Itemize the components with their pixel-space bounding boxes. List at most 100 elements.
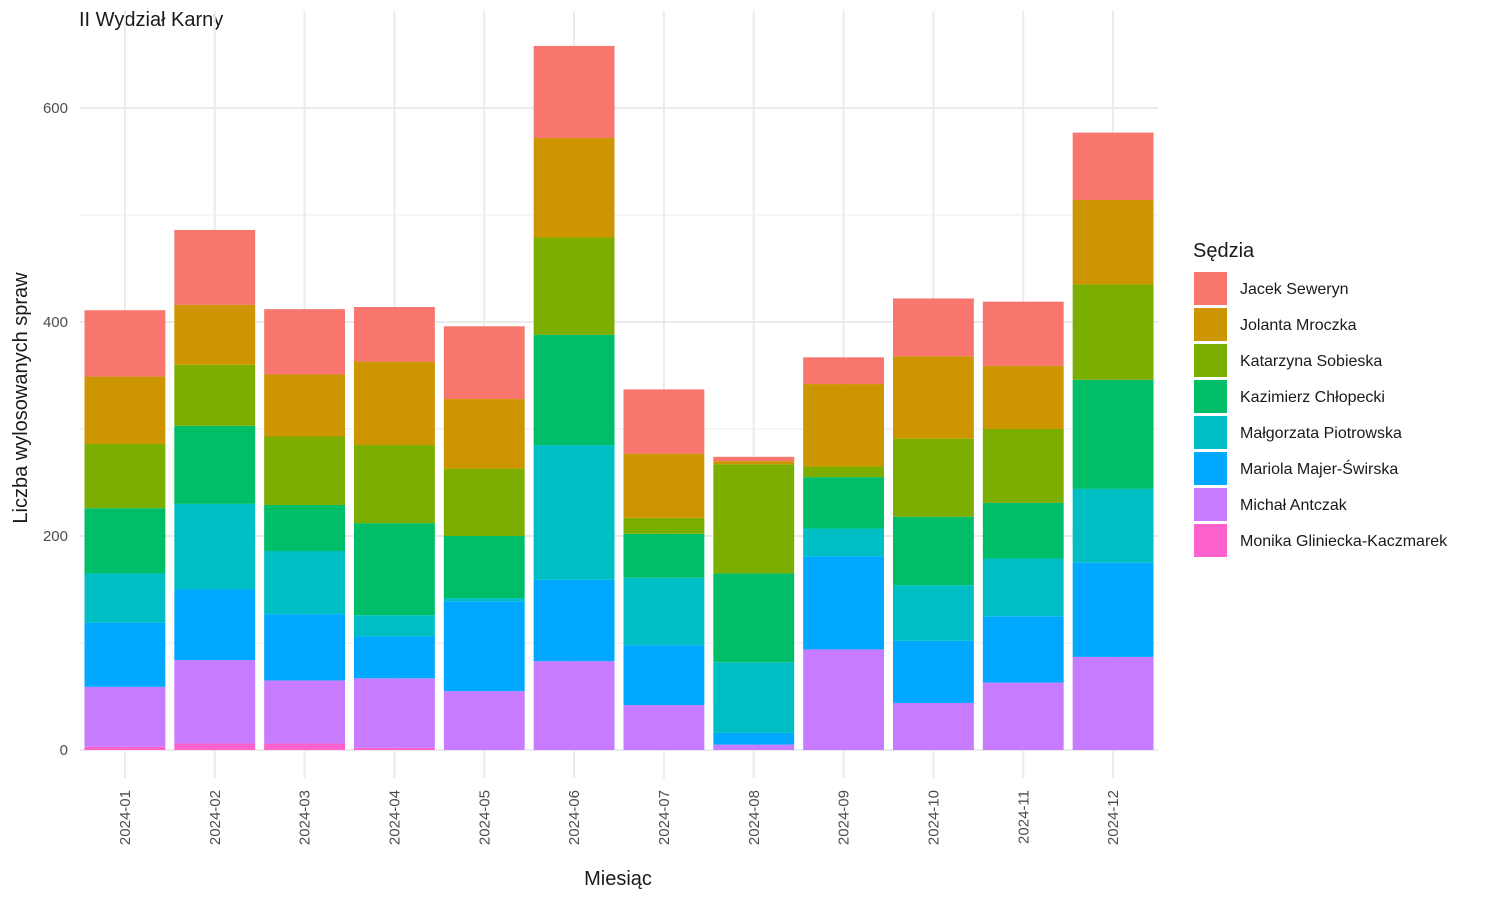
bar-segment bbox=[803, 528, 885, 557]
bar-segment bbox=[174, 304, 256, 365]
legend-label: Małgorzata Piotrowska bbox=[1240, 425, 1402, 442]
bar-segment bbox=[533, 661, 615, 750]
legend-label: Kazimierz Chłopecki bbox=[1240, 389, 1385, 406]
bar-segment bbox=[443, 601, 525, 692]
bar-segment bbox=[84, 622, 166, 687]
y-tick-label: 400 bbox=[43, 314, 68, 331]
bar-segment bbox=[174, 503, 256, 590]
bar-segment bbox=[623, 453, 705, 518]
bar-segment bbox=[1072, 379, 1154, 489]
bar-segment bbox=[264, 614, 346, 681]
bar-segment bbox=[1072, 284, 1154, 380]
bar-segment bbox=[533, 334, 615, 446]
legend-label: Monika Gliniecka-Kaczmarek bbox=[1240, 533, 1448, 550]
x-tick-label: 2024-12 bbox=[1105, 790, 1122, 845]
x-tick-label: 2024-11 bbox=[1015, 790, 1032, 844]
bar-segment bbox=[174, 589, 256, 661]
x-axis-title: Miesiąc bbox=[584, 868, 652, 890]
bar-segment bbox=[982, 682, 1064, 750]
legend-swatch bbox=[1194, 416, 1227, 449]
bar-segment bbox=[1072, 656, 1154, 750]
bar-segment bbox=[892, 640, 974, 703]
legend-swatch bbox=[1194, 308, 1227, 341]
x-tick-label: 2024-10 bbox=[925, 790, 942, 845]
bar-segment bbox=[982, 429, 1064, 503]
legend-label: Mariola Majer-Świrska bbox=[1240, 459, 1398, 478]
bar-segment bbox=[174, 743, 256, 750]
bar-segment bbox=[803, 466, 885, 478]
x-tick-label: 2024-03 bbox=[297, 790, 314, 845]
bar-segment bbox=[533, 579, 615, 662]
bar-segment bbox=[1072, 132, 1154, 201]
x-tick-label: 2024-01 bbox=[117, 790, 134, 845]
bar-segment bbox=[1072, 200, 1154, 285]
x-tick-label: 2024-06 bbox=[566, 790, 583, 845]
chart-title: II Wydział Karny bbox=[79, 9, 223, 31]
bar-segment bbox=[264, 680, 346, 744]
bar-segment bbox=[84, 310, 166, 377]
bar-segment bbox=[533, 237, 615, 335]
bar-segment bbox=[982, 616, 1064, 683]
bar-segment bbox=[713, 456, 795, 462]
bar-segment bbox=[892, 585, 974, 641]
bar-segment bbox=[892, 516, 974, 586]
legend-swatch bbox=[1194, 272, 1227, 305]
legend-title: Sędzia bbox=[1193, 240, 1255, 262]
bar-segment bbox=[623, 517, 705, 534]
bar-segment bbox=[264, 504, 346, 551]
bar-segment bbox=[713, 573, 795, 663]
bar-segment bbox=[353, 523, 435, 616]
bar-segment bbox=[353, 361, 435, 446]
legend-swatch bbox=[1194, 344, 1227, 377]
bar-segment bbox=[803, 357, 885, 385]
bar-segment bbox=[803, 384, 885, 467]
bar-segment bbox=[623, 705, 705, 750]
bar-segment bbox=[443, 326, 525, 400]
x-tick-label: 2024-08 bbox=[746, 790, 763, 845]
legend-swatch bbox=[1194, 380, 1227, 413]
bar-segment bbox=[174, 229, 256, 305]
legend-label: Katarzyna Sobieska bbox=[1240, 353, 1382, 370]
bar-segment bbox=[84, 746, 166, 750]
bar-segment bbox=[713, 464, 795, 574]
bar-segment bbox=[353, 445, 435, 524]
bar-segment bbox=[713, 744, 795, 750]
bar-segment bbox=[443, 399, 525, 469]
bar-segment bbox=[982, 365, 1064, 429]
bar-segment bbox=[533, 137, 615, 238]
y-tick-label: 0 bbox=[60, 742, 68, 759]
bar-segment bbox=[174, 425, 256, 504]
legend-label: Jacek Seweryn bbox=[1240, 281, 1349, 298]
legend-label: Michał Antczak bbox=[1240, 497, 1348, 514]
bar-segment bbox=[84, 573, 166, 623]
bar-segment bbox=[623, 533, 705, 578]
bar-segment bbox=[443, 691, 525, 750]
bar-segment bbox=[803, 649, 885, 750]
bar-segment bbox=[1072, 562, 1154, 657]
bar-segment bbox=[713, 662, 795, 733]
legend-label: Jolanta Mroczka bbox=[1240, 317, 1357, 334]
x-tick-label: 2024-09 bbox=[836, 790, 853, 845]
bar-segment bbox=[84, 508, 166, 574]
bar-segment bbox=[892, 356, 974, 439]
legend: Sędzia Jacek Seweryn Jolanta Mroczka Katar… bbox=[1193, 240, 1448, 557]
y-axis-ticks: 0 200 400 600 bbox=[43, 100, 68, 759]
bar-segment bbox=[623, 645, 705, 706]
bar-segment bbox=[264, 436, 346, 505]
x-tick-label: 2024-07 bbox=[656, 790, 673, 845]
bar-segment bbox=[533, 445, 615, 580]
bar-segment bbox=[353, 636, 435, 679]
bar-segment bbox=[174, 660, 256, 744]
bar-segment bbox=[353, 615, 435, 637]
legend-swatch bbox=[1194, 524, 1227, 557]
bar-segment bbox=[264, 743, 346, 750]
bars bbox=[84, 45, 1154, 750]
bar-segment bbox=[443, 598, 525, 602]
legend-swatch bbox=[1194, 452, 1227, 485]
y-tick-label: 200 bbox=[43, 528, 68, 545]
bar-segment bbox=[1072, 488, 1154, 563]
x-tick-label: 2024-05 bbox=[476, 790, 493, 845]
bar-segment bbox=[264, 550, 346, 615]
bar-segment bbox=[84, 686, 166, 747]
bar-segment bbox=[713, 732, 795, 745]
